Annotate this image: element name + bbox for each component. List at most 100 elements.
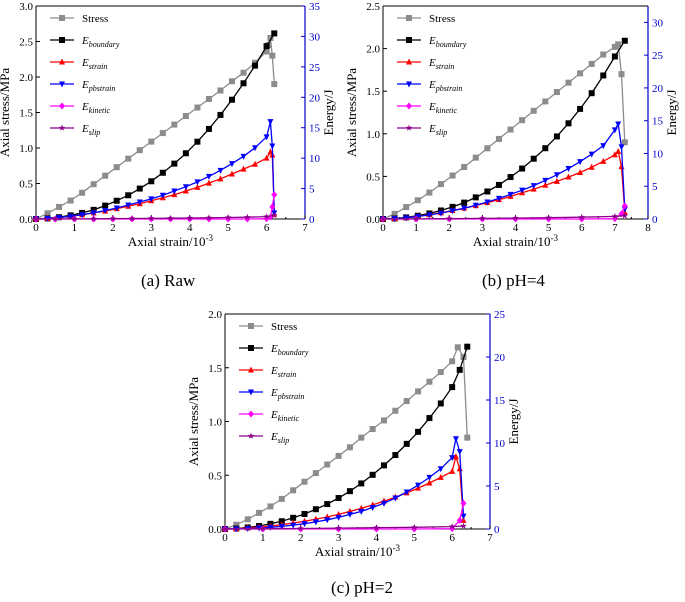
data-point: [588, 60, 595, 67]
legend-label: Eboundary: [428, 35, 467, 49]
data-point: [79, 212, 86, 219]
data-point: [136, 185, 143, 192]
series-line-E_pbstrain: [35, 121, 275, 220]
data-point: [611, 43, 618, 50]
y2-tick-label: 35: [309, 1, 321, 13]
data-point: [449, 172, 456, 179]
data-point: [125, 155, 132, 162]
series-line-Stress: [382, 43, 626, 220]
data-point: [369, 505, 376, 511]
chart-c: 0 1 2 3 4 5 6 7 0.0 0.5 1.0 1.5 2.0 0 5 10 15 20 25 Axial s…: [186, 309, 521, 559]
legend-marker: [248, 323, 254, 329]
data-point: [269, 203, 276, 211]
data-point: [618, 144, 625, 151]
data-point: [312, 470, 319, 477]
data-point: [460, 513, 467, 520]
series-line-E_boundary: [224, 346, 468, 530]
data-point: [411, 523, 418, 531]
data-point: [381, 500, 387, 507]
data-point: [240, 69, 247, 76]
data-point: [565, 120, 572, 127]
data-point: [271, 30, 278, 37]
data-point: [611, 151, 618, 158]
y-tick-label: 2.0: [208, 309, 222, 321]
data-point: [205, 179, 212, 186]
data-point: [297, 525, 304, 532]
data-point: [460, 499, 467, 507]
data-point: [113, 205, 120, 212]
data-point: [403, 489, 410, 496]
data-point: [578, 213, 586, 220]
data-point: [270, 211, 278, 219]
data-point: [312, 506, 319, 513]
y-tick-label: 0.5: [208, 470, 222, 482]
data-point: [449, 384, 456, 391]
y2-tick-label: 20: [309, 92, 321, 104]
data-point: [194, 138, 201, 145]
data-point: [484, 199, 491, 206]
x-axis-label: Axial strain/10-3: [473, 233, 559, 249]
data-point: [392, 452, 399, 459]
data-point: [167, 214, 174, 221]
data-point: [182, 150, 189, 157]
data-point: [426, 474, 433, 481]
data-point: [379, 215, 387, 222]
data-point: [456, 366, 463, 373]
data-point: [125, 202, 132, 209]
legend-marker: [405, 124, 413, 131]
series-Stress: [380, 41, 628, 222]
legend-marker: [58, 124, 66, 131]
series-line-E_slip: [35, 214, 275, 220]
legend-label: Epbstrain: [428, 79, 462, 93]
data-point: [205, 173, 212, 180]
data-point: [618, 163, 625, 170]
series-Stress: [33, 34, 278, 222]
y-tick-label: 0.0: [19, 214, 33, 226]
data-point: [51, 215, 59, 222]
x-tick-label: 7: [612, 222, 618, 234]
data-point: [267, 119, 274, 126]
data-point: [358, 508, 365, 515]
data-point: [530, 107, 537, 114]
caption-a: (a) Raw: [141, 271, 196, 290]
data-point: [507, 191, 514, 198]
data-point: [324, 461, 331, 468]
y2-tick-label: 0: [309, 214, 315, 226]
data-point: [346, 444, 353, 451]
data-point: [437, 181, 444, 188]
series-E_strain: [33, 148, 278, 222]
data-point: [472, 202, 479, 209]
data-point: [542, 181, 549, 188]
data-point: [553, 133, 560, 140]
series-Stress: [222, 344, 471, 532]
legend-label: Stress: [82, 13, 108, 25]
data-point: [426, 479, 433, 486]
data-point: [577, 70, 584, 77]
legend-marker: [248, 389, 254, 396]
data-point: [621, 37, 628, 44]
data-point: [565, 79, 572, 86]
data-point: [335, 452, 342, 459]
legend-marker: [248, 345, 254, 351]
data-point: [90, 215, 97, 222]
series-E_pbstrain: [222, 436, 467, 533]
y2-tick-label: 25: [309, 62, 321, 74]
x-tick-label: 3: [336, 532, 342, 544]
data-point: [414, 214, 421, 221]
data-point: [456, 516, 463, 524]
data-point: [437, 400, 444, 407]
x-tick-label: 4: [374, 532, 380, 544]
data-point: [271, 81, 278, 88]
series-line-Stress: [224, 345, 468, 530]
data-point: [456, 449, 463, 456]
data-point: [553, 177, 560, 184]
data-point: [148, 178, 155, 185]
y-tick-label: 2.0: [19, 72, 33, 84]
data-point: [136, 199, 143, 206]
data-point: [588, 151, 595, 158]
legend-label: Eboundary: [81, 35, 120, 49]
x-tick-label: 4: [513, 222, 519, 234]
data-point: [412, 215, 420, 222]
data-point: [461, 205, 468, 212]
data-point: [403, 204, 410, 211]
